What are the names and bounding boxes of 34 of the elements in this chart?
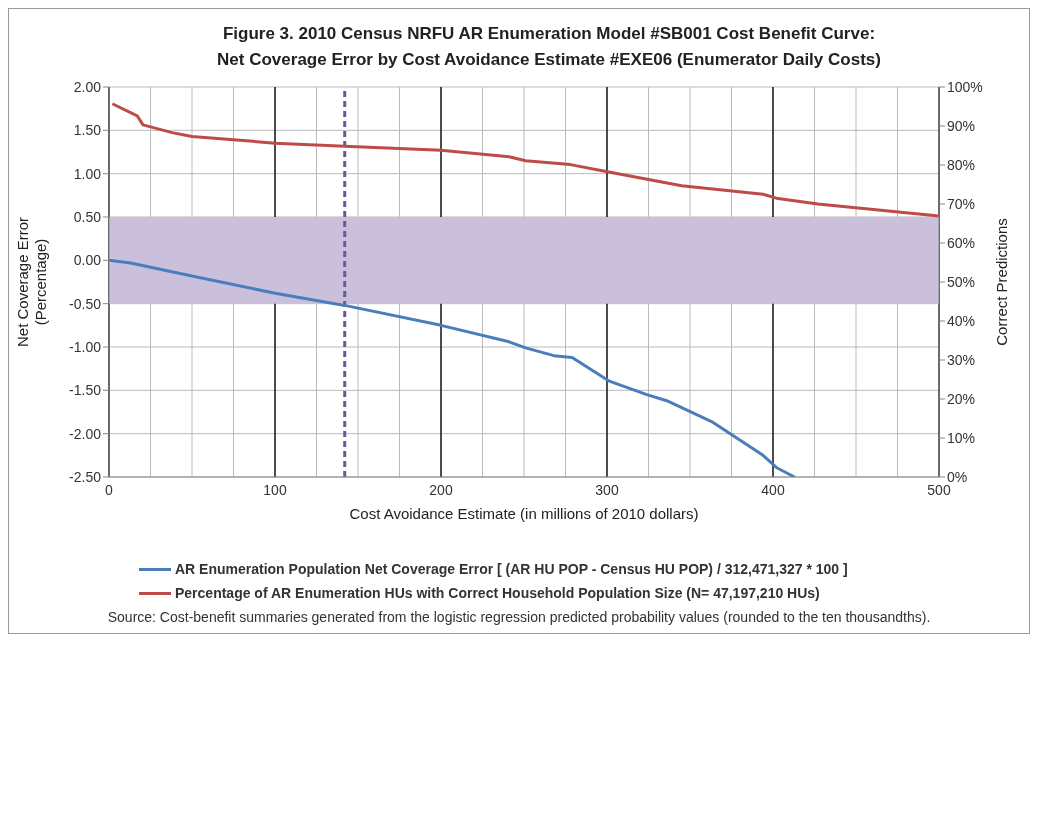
y-tick-label: 1.00: [73, 165, 102, 182]
x-tick-label: 400: [761, 481, 785, 498]
y2-tick-label: 30%: [947, 351, 976, 368]
y2-tick-label: 70%: [947, 195, 976, 212]
chart-title: Figure 3. 2010 Census NRFU AR Enumeration Model #SB001 Cost Benefit Curve: Net Coverage Error by Cost Avoidance Estimate #EXE06 (Enumerator Daily Costs): [216, 23, 882, 71]
y2-tick-label: 10%: [947, 429, 976, 446]
y-tick-label: -0.50: [69, 295, 102, 312]
y2-axis-title: Correct Predictions: [993, 218, 1010, 346]
y2-tick-label: 100%: [947, 78, 983, 95]
line-series: [109, 258, 797, 477]
line-series: [110, 102, 939, 218]
y-tick-label: -2.00: [69, 425, 102, 442]
y-tick-label: -2.50: [69, 468, 102, 485]
y-tick-label: -1.50: [69, 382, 102, 399]
y-tick-label: 2.00: [73, 78, 102, 95]
y-tick-label: 0.00: [73, 252, 102, 269]
y2-tick-label: 80%: [947, 156, 976, 173]
y2-tick-label: 90%: [947, 117, 976, 134]
y-tick-label: 0.50: [73, 208, 102, 225]
legend-label: Percentage of AR Enumeration HUs with Correct Household Population Size (N= 47,197,210 HUs): [175, 585, 820, 601]
legend-label: AR Enumeration Population Net Coverage Error [ (AR HU POP - Census HU POP) / 312,471,327 * 100 ]: [175, 561, 848, 577]
y-axis-title: Net Coverage Error (Percentage): [14, 216, 49, 348]
y2-tick-label: 50%: [947, 273, 976, 290]
x-tick-label: 100: [263, 481, 287, 498]
y2-tick-label: 20%: [947, 390, 976, 407]
x-axis-title: Cost Avoidance Estimate (in millions of 2010 dollars): [349, 505, 699, 522]
x-tick-label: 300: [595, 481, 619, 498]
y2-tick-label: 60%: [947, 234, 976, 251]
x-tick-label: 0: [105, 481, 114, 498]
x-tick-label: 200: [429, 481, 453, 498]
source-note: Source: Cost-benefit summaries generated from the logistic regression predicted probability values (rounded to the ten thousandths).: [106, 609, 932, 625]
y2-tick-label: 40%: [947, 312, 976, 329]
y-tick-label: 1.50: [73, 122, 102, 139]
y-tick-label: -1.00: [69, 338, 102, 355]
